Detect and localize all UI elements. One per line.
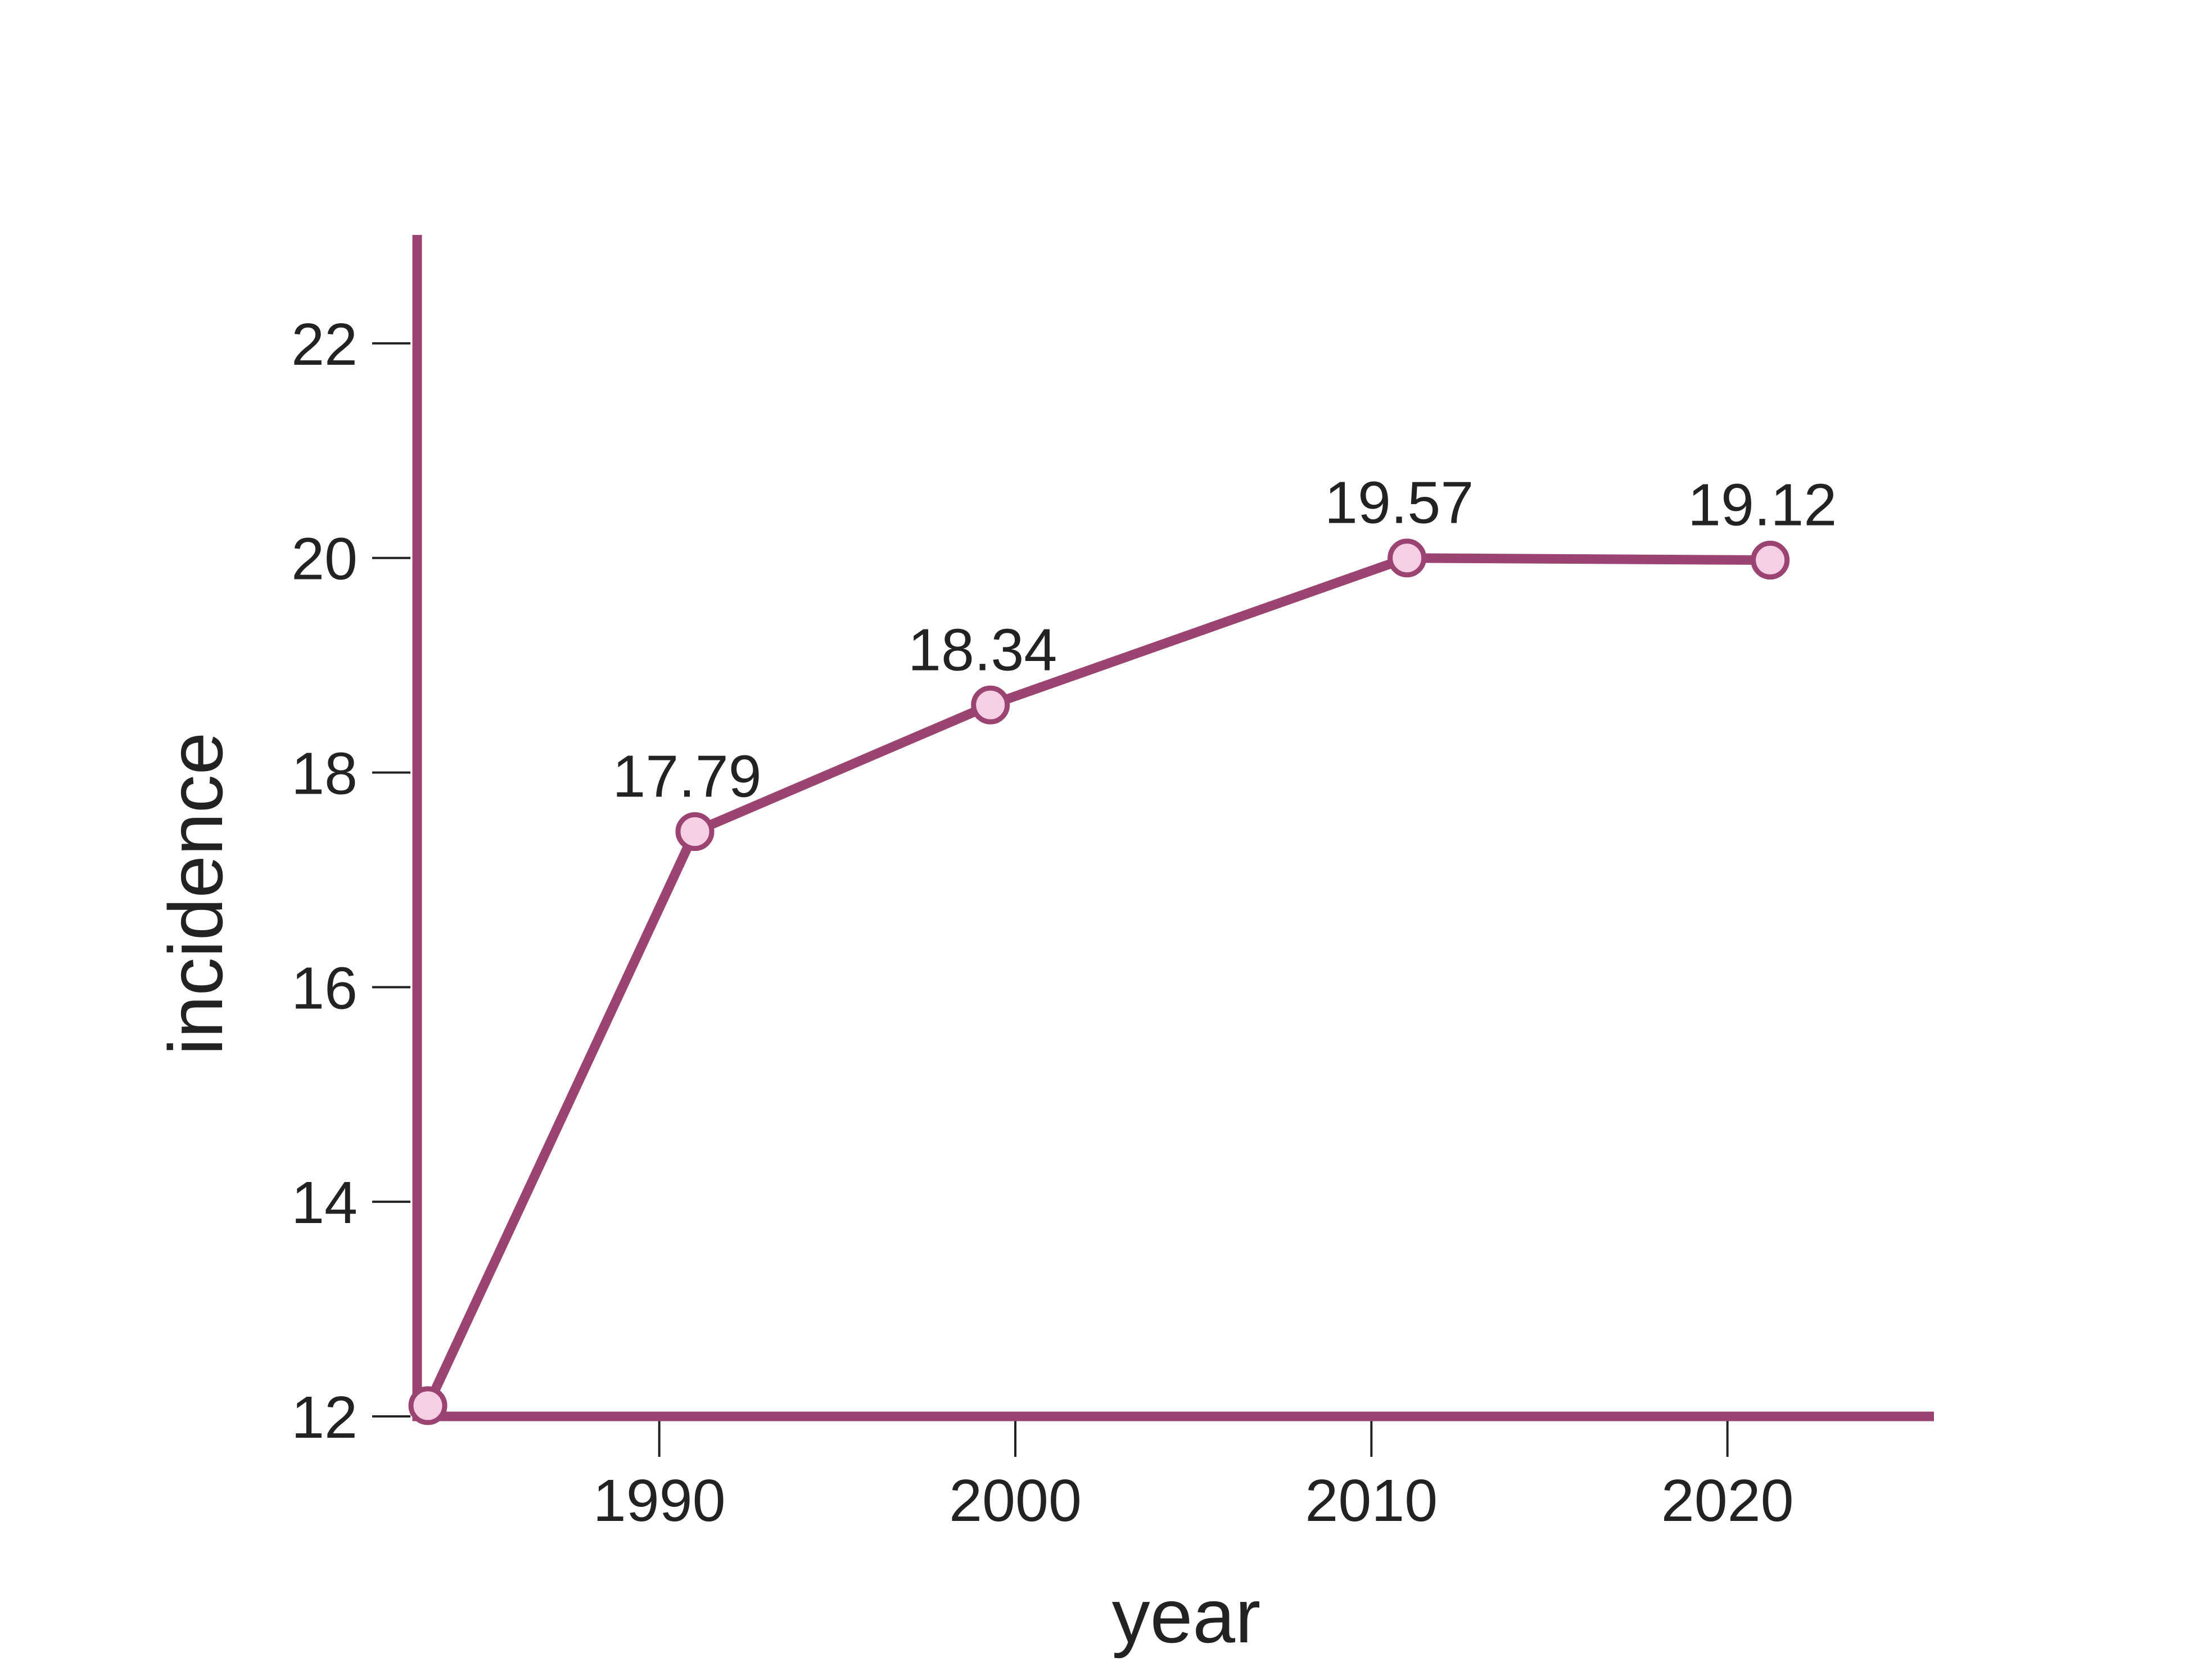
y-tick-label: 12 (291, 1384, 358, 1451)
data-point (1388, 538, 1427, 578)
data-point (675, 812, 715, 852)
data-point (971, 685, 1010, 724)
series-line (423, 553, 1775, 1411)
y-axis-title: incidence (153, 732, 238, 1056)
y-tick-label: 18 (291, 741, 358, 807)
x-tick-label: 2020 (1661, 1468, 1794, 1534)
x-tick-label: 1990 (593, 1468, 726, 1534)
x-axis-ticks: 1990 2000 2010 2020 (593, 1416, 1794, 1534)
y-tick-label: 14 (291, 1170, 358, 1236)
y-axis-ticks: 12 14 16 18 20 22 (291, 311, 410, 1451)
data-point (1751, 541, 1790, 580)
y-tick-label: 16 (291, 955, 358, 1021)
y-tick-label: 20 (291, 526, 358, 592)
series-layer (423, 553, 1775, 1411)
y-tick-label: 22 (291, 311, 358, 378)
x-tick-label: 2010 (1305, 1468, 1438, 1534)
data-label: 19.12 (1688, 472, 1837, 538)
data-labels-layer: 17.79 18.34 19.57 19.12 (612, 470, 1837, 810)
data-label: 17.79 (612, 744, 761, 810)
data-label: 19.57 (1325, 470, 1474, 536)
x-tick-label: 2000 (949, 1468, 1082, 1534)
x-axis-title: year (1112, 1573, 1261, 1659)
data-label: 18.34 (908, 617, 1057, 683)
markers-layer (408, 538, 1790, 1425)
data-point (408, 1386, 448, 1425)
